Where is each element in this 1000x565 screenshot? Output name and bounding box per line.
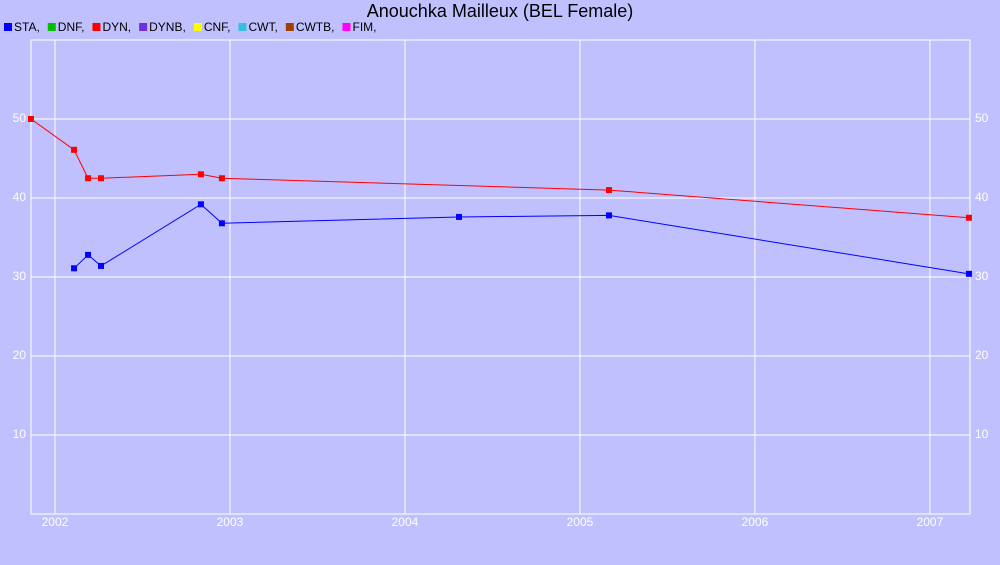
- data-point: [71, 265, 78, 272]
- data-point: [85, 251, 92, 258]
- legend-label: CNF,: [204, 20, 231, 34]
- data-point: [28, 116, 34, 122]
- data-point: [85, 175, 92, 182]
- y-tick-label: 40: [13, 190, 27, 204]
- data-point: [965, 214, 972, 221]
- legend-label: CWT,: [248, 20, 277, 34]
- legend-label: DYNB,: [149, 20, 186, 34]
- legend-swatch: [342, 23, 351, 31]
- x-tick-label: 2007: [917, 515, 944, 529]
- data-point: [456, 213, 463, 220]
- legend-label: FIM,: [352, 20, 376, 34]
- legend-swatch: [193, 23, 202, 31]
- data-point: [218, 220, 225, 227]
- legend-label: CWTB,: [296, 20, 335, 34]
- data-point: [218, 175, 225, 182]
- x-tick-label: 2006: [742, 515, 769, 529]
- x-tick-label: 2004: [392, 515, 419, 529]
- y2-tick-label: 30: [975, 269, 989, 283]
- legend-swatch: [4, 23, 12, 31]
- y2-tick-label: 20: [975, 348, 989, 362]
- x-tick-label: 2002: [42, 515, 69, 529]
- y2-tick-label: 10: [975, 427, 989, 441]
- y-tick-label: 50: [13, 111, 27, 125]
- y-tick-label: 10: [13, 427, 27, 441]
- y2-tick-label: 50: [975, 111, 989, 125]
- data-point: [97, 175, 104, 182]
- data-point: [605, 212, 612, 219]
- data-point: [605, 187, 612, 194]
- data-point: [71, 146, 78, 153]
- chart-title: Anouchka Mailleux (BEL Female): [367, 1, 633, 21]
- legend-label: DNF,: [58, 20, 85, 34]
- legend-swatch: [92, 23, 101, 31]
- x-tick-label: 2005: [567, 515, 594, 529]
- data-point: [965, 270, 972, 277]
- data-point: [197, 201, 204, 208]
- series-line: [30, 118, 969, 219]
- legend-swatch: [47, 23, 56, 31]
- data-point: [197, 171, 204, 178]
- data-point: [97, 262, 104, 269]
- y-tick-label: 30: [13, 269, 27, 283]
- y2-tick-label: 40: [975, 190, 989, 204]
- legend-swatch: [285, 23, 294, 31]
- y-tick-label: 20: [13, 348, 27, 362]
- x-tick-label: 2003: [217, 515, 244, 529]
- legend-label: STA,: [14, 20, 40, 34]
- legend-swatch: [139, 23, 148, 31]
- legend-swatch: [238, 23, 247, 31]
- legend-label: DYN,: [102, 20, 131, 34]
